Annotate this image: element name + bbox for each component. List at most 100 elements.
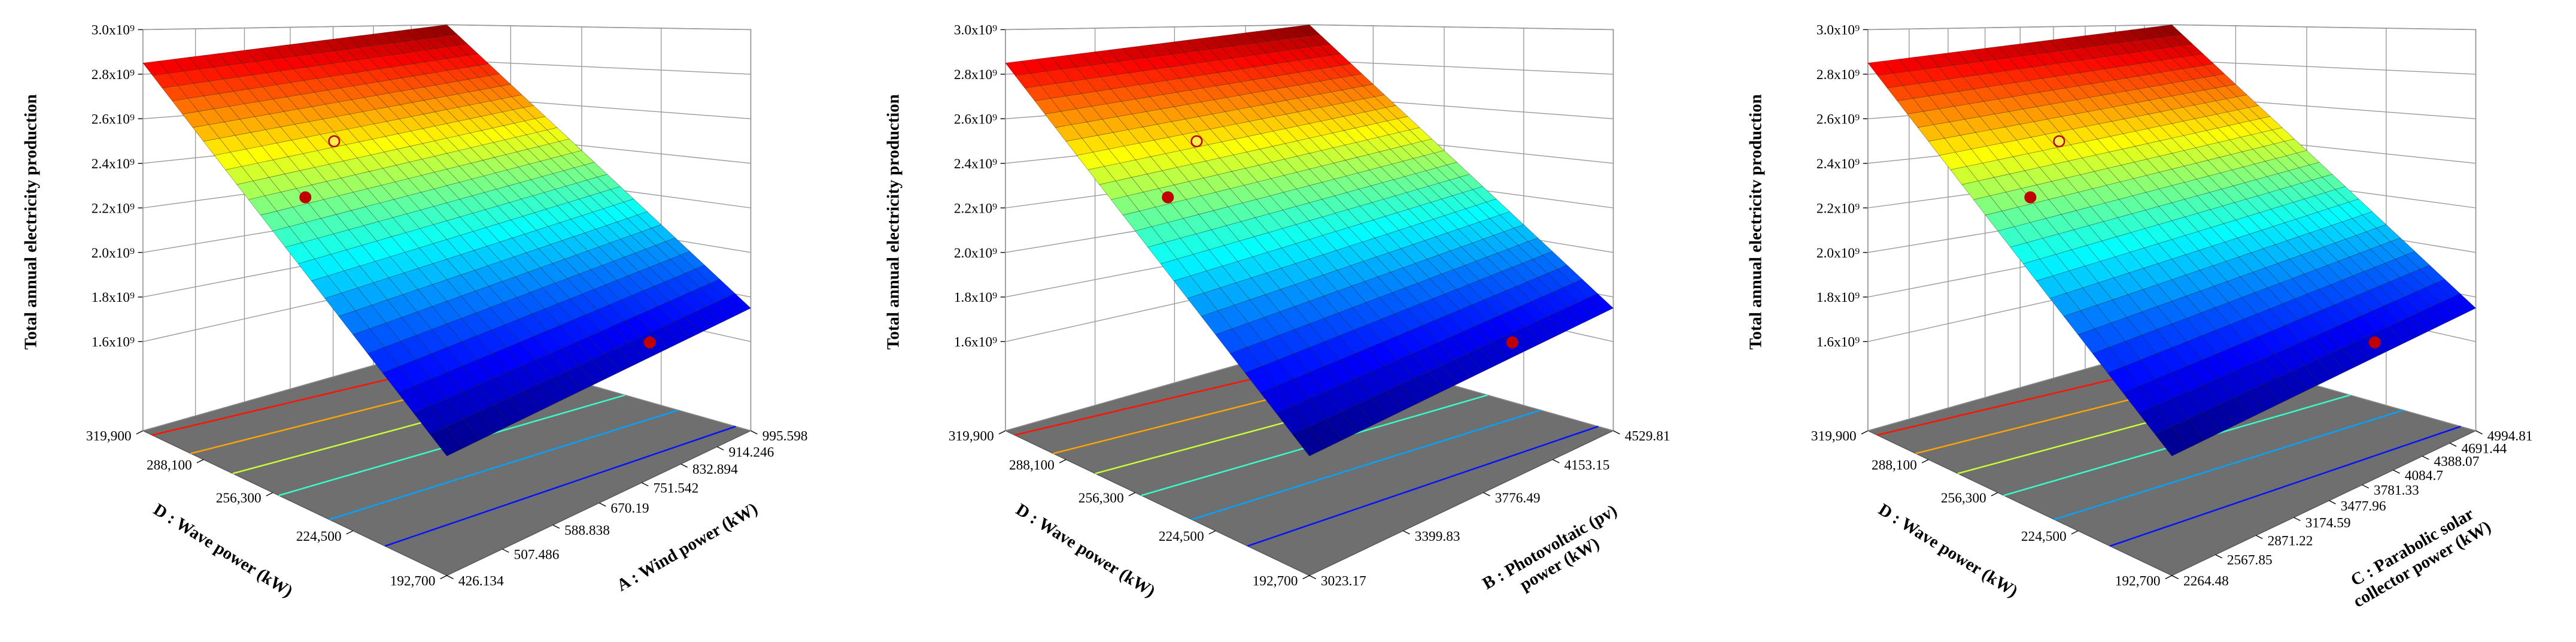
y-tick-label: 4529.81 <box>1625 429 1670 444</box>
x-tick-label: 192,700 <box>1253 573 1298 589</box>
x-tick-label: 319,900 <box>86 429 132 444</box>
y-tick-label: 751.542 <box>653 480 698 496</box>
surface-chart: 1.6x10⁹ 1.8x10⁹ 2.0x10⁹ 2.2x10⁹ 2.4x10⁹ 2.6x1… <box>21 23 807 601</box>
x-tick <box>136 430 144 435</box>
x-tick-label: 288,100 <box>1872 458 1917 473</box>
x-tick-label: 319,900 <box>949 429 994 444</box>
x-tick <box>2165 575 2173 580</box>
y-tick-label: 4153.15 <box>1565 458 1610 473</box>
y-tick-label: 4084.7 <box>2405 468 2443 483</box>
design-point <box>299 191 312 204</box>
z-tick-label: 2.4x10⁹ <box>1816 156 1860 172</box>
z-tick-label: 2.2x10⁹ <box>1816 201 1860 216</box>
surface-cell <box>1292 426 1327 456</box>
x-tick <box>440 575 447 580</box>
x-tick-label: 256,300 <box>1079 490 1124 506</box>
y-tick-label: 914.246 <box>728 444 774 460</box>
z-tick-label: 3.0x10⁹ <box>92 23 135 38</box>
x-tick <box>1991 492 1998 496</box>
x-tick <box>196 459 204 464</box>
z-tick-label: 2.2x10⁹ <box>954 201 997 216</box>
z-axis-title: Total annual electricitv production <box>1746 94 1766 350</box>
y-tick-label: 2264.48 <box>2183 573 2229 589</box>
design-point <box>1162 191 1174 204</box>
y-tick-label: 2567.85 <box>2227 553 2273 568</box>
x-tick-label: 288,100 <box>1009 458 1055 473</box>
x-axis-title: D : Wave power (kW) <box>1013 500 1159 601</box>
surface-chart: 1.6x10⁹ 1.8x10⁹ 2.0x10⁹ 2.2x10⁹ 2.4x10⁹ 2.6x1… <box>883 23 1670 601</box>
x-axis-title: D : Wave power (kW) <box>1875 500 2021 601</box>
z-tick-label: 2.8x10⁹ <box>954 67 997 83</box>
y-tick-label: 3399.83 <box>1415 529 1460 544</box>
y-tick <box>2171 575 2179 580</box>
x-tick <box>1861 430 1869 435</box>
y-tick-label: 3781.33 <box>2374 483 2419 498</box>
y-tick-label: 4994.81 <box>2487 429 2533 444</box>
z-tick-label: 2.6x10⁹ <box>1816 112 1860 128</box>
x-tick-label: 224,500 <box>2021 529 2067 544</box>
z-tick-label: 2.6x10⁹ <box>954 112 997 128</box>
y-tick-label: 3023.17 <box>1321 573 1366 589</box>
x-tick <box>2071 530 2079 535</box>
y-tick <box>2294 517 2301 522</box>
y-tick-label: 507.486 <box>514 547 560 562</box>
x-tick <box>1059 459 1067 464</box>
y-tick-label: 832.894 <box>692 462 738 477</box>
surface-cell <box>430 426 464 456</box>
y-tick-label: 4388.07 <box>2434 454 2480 470</box>
x-tick <box>1128 492 1136 496</box>
design-point <box>1506 336 1518 349</box>
floor-contour <box>329 409 679 520</box>
design-point <box>1190 135 1203 147</box>
x-axis-title: D : Wave power (kW) <box>150 500 296 601</box>
x-tick-label: 224,500 <box>296 529 342 544</box>
y-tick <box>599 502 606 507</box>
design-point <box>2024 191 2037 204</box>
x-tick <box>1921 459 1929 464</box>
z-tick-label: 2.0x10⁹ <box>92 246 135 261</box>
z-tick-label: 1.6x10⁹ <box>92 335 135 350</box>
z-tick-label: 2.6x10⁹ <box>92 112 135 128</box>
y-tick <box>2475 430 2483 435</box>
y-tick <box>2422 456 2429 460</box>
x-tick-label: 256,300 <box>1941 490 1986 506</box>
z-tick-label: 2.4x10⁹ <box>954 156 997 172</box>
y-tick <box>1403 530 1410 535</box>
y-tick <box>502 549 509 553</box>
y-tick <box>552 524 560 529</box>
y-tick-label: 3174.59 <box>2305 515 2351 531</box>
z-tick-label: 2.0x10⁹ <box>954 246 997 261</box>
y-tick <box>2449 443 2457 447</box>
y-tick <box>2256 535 2263 540</box>
x-tick-label: 192,700 <box>2115 573 2161 589</box>
y-tick <box>681 464 688 468</box>
z-axis-title: Total annual electricity production <box>883 94 903 350</box>
z-tick-label: 3.0x10⁹ <box>1816 23 1860 38</box>
design-point <box>328 135 341 147</box>
x-tick-label: 256,300 <box>216 490 262 506</box>
z-tick-label: 1.8x10⁹ <box>1816 290 1860 305</box>
z-tick-label: 1.8x10⁹ <box>954 290 997 305</box>
z-axis-title: Total annual electricity production <box>21 94 40 350</box>
y-tick <box>641 482 649 487</box>
x-tick <box>1208 530 1216 535</box>
design-point <box>2053 135 2065 147</box>
y-tick-label: 995.598 <box>763 429 808 444</box>
y-tick <box>1309 575 1316 580</box>
z-tick-label: 2.2x10⁹ <box>92 201 135 216</box>
surface-cell <box>2155 426 2189 456</box>
z-tick-label: 1.6x10⁹ <box>954 335 997 350</box>
z-tick-label: 2.8x10⁹ <box>92 67 135 83</box>
z-tick-label: 1.8x10⁹ <box>92 290 135 305</box>
z-tick-label: 3.0x10⁹ <box>954 23 997 38</box>
design-point <box>2368 336 2381 349</box>
y-tick <box>1613 430 1620 435</box>
y-tick <box>2362 484 2370 489</box>
y-tick-label: 670.19 <box>610 501 649 516</box>
floor-contour <box>1247 425 1599 547</box>
x-tick <box>266 492 274 496</box>
y-tick-label: 588.838 <box>564 523 610 538</box>
z-tick-label: 1.6x10⁹ <box>1816 335 1860 350</box>
